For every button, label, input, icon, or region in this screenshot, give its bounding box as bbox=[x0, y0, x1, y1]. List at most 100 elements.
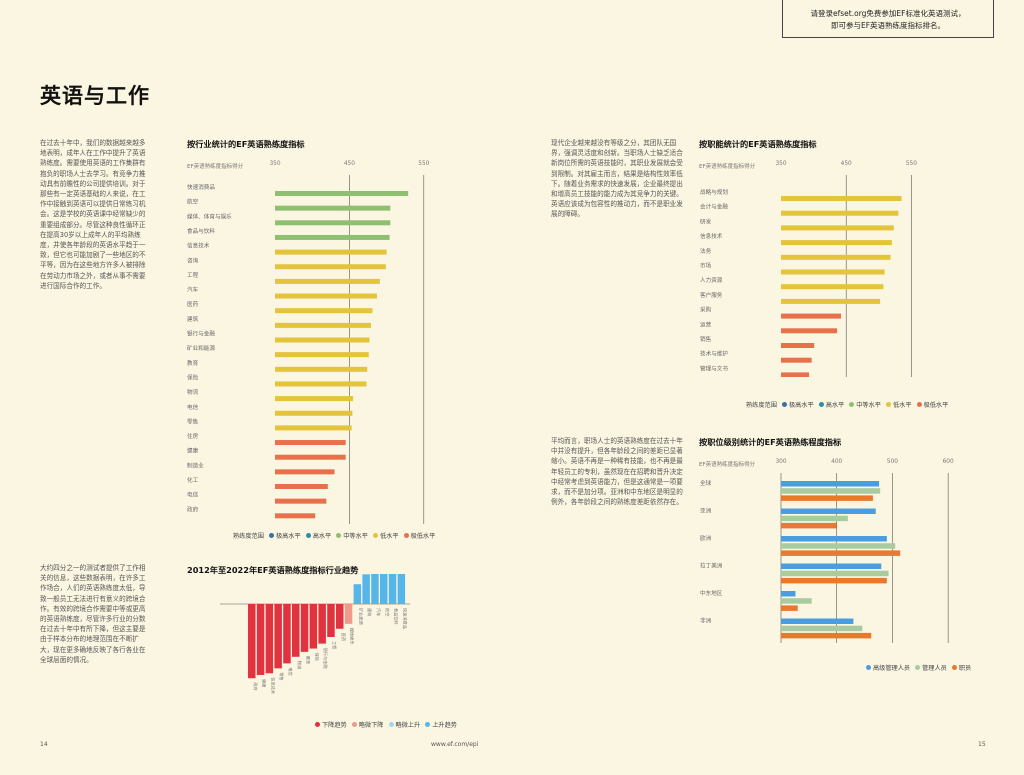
category-label: 管理与文书 bbox=[700, 364, 728, 372]
function-chart-title: 按职能统计的EF英语熟练度指标 bbox=[699, 139, 817, 149]
very-high-dot-icon bbox=[781, 402, 787, 407]
legend-item-exec: 高级管理人员 bbox=[866, 663, 910, 672]
category-label: 矿业和能源 bbox=[187, 344, 215, 352]
category-label: 研发 bbox=[700, 217, 712, 225]
trend-bar bbox=[318, 604, 326, 644]
level-bar bbox=[781, 522, 837, 529]
trend-category-label: 零售 bbox=[278, 672, 285, 680]
level-bar bbox=[781, 563, 882, 569]
trend-category-label: 汽车 bbox=[375, 608, 382, 616]
industry-axis-label: EF英语熟练度指标得分 bbox=[187, 164, 244, 170]
low-dot-icon bbox=[886, 402, 891, 407]
exec-dot-icon bbox=[866, 665, 871, 670]
very-low-dot-icon bbox=[403, 533, 409, 538]
legend-item-slight-down: 略微下降 bbox=[351, 720, 384, 729]
category-label: 会计与金融 bbox=[700, 203, 728, 211]
legend-item-manager: 管理人员 bbox=[915, 663, 947, 672]
function-legend: 熟练度范围 极高水平 高水平 中等水平 低水平 极低水平 bbox=[746, 400, 948, 409]
moderate-dot-icon bbox=[336, 533, 342, 538]
category-label: 电信 bbox=[187, 491, 199, 499]
legend-item-slight-up: 略微上升 bbox=[388, 720, 420, 729]
promo-line-1: 请登录efset.org免费参加EF标准化英语测试， bbox=[810, 9, 966, 18]
category-label: 汽车 bbox=[187, 286, 199, 294]
category-label: 政府 bbox=[187, 505, 199, 513]
trend-chart: 政府 健康 信息技术零售电信物流教育 保险 银行与金融工程医药 媒体娱乐矿业能源 建筑 汽车航… bbox=[220, 574, 410, 695]
function-axis-label: EF英语熟练度指标得分 bbox=[699, 164, 756, 170]
level-bar bbox=[781, 536, 887, 542]
level-bar bbox=[781, 577, 887, 584]
bar bbox=[781, 357, 812, 363]
category-label: 欧洲 bbox=[700, 534, 712, 542]
trend-bar bbox=[300, 604, 309, 652]
industry-legend: 熟练度范围 极高水平 高水平 中等水平 低水平 极低水平 bbox=[233, 531, 435, 540]
bar bbox=[781, 372, 810, 377]
bar bbox=[275, 513, 316, 519]
level-chart-title: 按职位级别统计的EF英语熟练程度指标 bbox=[699, 437, 842, 447]
category-label: 市场 bbox=[700, 262, 712, 270]
legend-item-very-high: 极高水平 bbox=[781, 400, 814, 409]
category-label: 化工 bbox=[187, 476, 199, 484]
bar bbox=[275, 352, 369, 358]
trend-bar bbox=[353, 584, 362, 604]
bar bbox=[275, 293, 377, 299]
industry-chart-title: 按行业统计的EF英语熟练度指标 bbox=[187, 139, 305, 149]
bar bbox=[781, 328, 838, 334]
trend-chart-title: 2012年至2022年EF英语熟练度指标行业趋势 bbox=[187, 565, 359, 575]
bar bbox=[781, 269, 885, 275]
tick-label: 500 bbox=[887, 459, 898, 465]
category-label: 制造业 bbox=[187, 461, 204, 469]
level-bar bbox=[781, 625, 863, 632]
legend-item-low: 低水平 bbox=[373, 531, 399, 540]
bar bbox=[781, 225, 894, 231]
category-label: 客户服务 bbox=[700, 291, 723, 299]
trend-category-label: 健康 bbox=[261, 679, 268, 688]
manager-dot-icon bbox=[915, 665, 921, 670]
legend-item-moderate: 中等水平 bbox=[849, 400, 881, 409]
trend-bar bbox=[344, 604, 353, 624]
legend-item-high: 高水平 bbox=[818, 400, 844, 409]
very-high-dot-icon bbox=[268, 533, 274, 538]
bar bbox=[781, 298, 881, 304]
trend-bar bbox=[336, 604, 344, 629]
industry-chart: 350 450 550 快速消费品航空媒体、体育与娱乐食品与饮料信息技术咨询工程汽车医… bbox=[187, 161, 430, 524]
trend-category-label: 矿业能源 bbox=[357, 608, 364, 626]
level-bar bbox=[781, 488, 881, 494]
tick-label: 550 bbox=[418, 161, 429, 167]
category-label: 电信 bbox=[187, 403, 199, 411]
category-label: 销售 bbox=[700, 335, 712, 343]
bar bbox=[275, 498, 327, 504]
trend-category-label: 食品饮料 bbox=[393, 608, 400, 626]
category-label: 信息技术 bbox=[700, 232, 723, 240]
trend-category-label: 快速消费品 bbox=[401, 608, 408, 629]
legend-item-down: 下降趋势 bbox=[315, 720, 347, 729]
legend-title: 熟练度范围 bbox=[233, 533, 264, 540]
bar bbox=[275, 469, 335, 475]
up-dot-icon bbox=[425, 722, 431, 727]
trend-category-label: 媒体娱乐 bbox=[349, 628, 356, 645]
category-label: 非洲 bbox=[700, 617, 712, 625]
trend-bar bbox=[256, 604, 265, 675]
category-label: 媒体、体育与娱乐 bbox=[187, 212, 232, 220]
left-page-number: 14 bbox=[40, 741, 48, 748]
category-label: 保险 bbox=[187, 373, 199, 381]
category-label: 银行与金融 bbox=[187, 330, 215, 338]
level-bar bbox=[781, 570, 889, 577]
bar bbox=[275, 425, 352, 431]
category-label: 中东地区 bbox=[700, 589, 723, 597]
tick-label: 600 bbox=[943, 459, 954, 465]
category-label: 物流 bbox=[187, 388, 199, 396]
trend-category-label: 物流 bbox=[296, 661, 303, 670]
bar bbox=[781, 210, 899, 216]
down-dot-icon bbox=[315, 722, 320, 727]
tick-label: 300 bbox=[775, 459, 786, 465]
legend-item-very-high: 极高水平 bbox=[268, 531, 301, 540]
trend-category-label: 银行与金融 bbox=[322, 648, 329, 670]
category-label: 健康 bbox=[187, 447, 199, 455]
footer-url[interactable]: www.ef.com/epi bbox=[431, 741, 479, 748]
trend-category-label: 信息技术 bbox=[269, 677, 276, 695]
intro-paragraph: 在过去十年中，我们的数据越来越多地表明，成年人在工作中提升了英语熟练度。需要使用… bbox=[40, 139, 146, 290]
trend-bar bbox=[274, 604, 282, 669]
category-label: 医药 bbox=[187, 300, 199, 308]
level-legend: 高级管理人员 管理人员 职员 bbox=[866, 663, 971, 672]
